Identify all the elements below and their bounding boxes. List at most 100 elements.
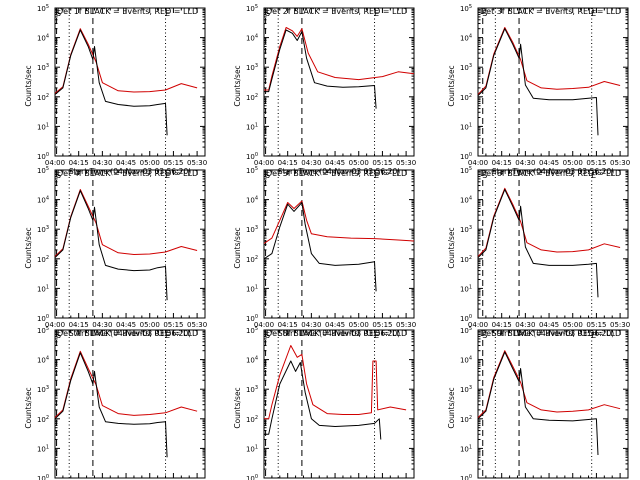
x-axis-label: Start Time (04-Nov-03 03:56:20) [278, 329, 400, 338]
x-axis-label: Start Time (04-Nov-03 03:56:20) [69, 329, 191, 338]
y-axis-label: Counts/sec [24, 387, 33, 428]
x-tick-label: 04:00 [45, 159, 65, 167]
y-tick-label: 104 [246, 34, 258, 43]
plot-frame [54, 7, 206, 157]
start-marker: S [265, 9, 270, 18]
plot-frame [263, 329, 415, 479]
x-tick-label: 05:15 [586, 321, 606, 329]
x-tick-label: 04:30 [301, 159, 321, 167]
chart-panel-8: 10010110210310410504:0004:1504:3004:4505… [233, 326, 415, 480]
chart-panel-7: 10010110210310410504:0004:1504:3004:4505… [24, 326, 206, 480]
y-tick-label: 101 [460, 122, 472, 131]
end-marker: E [165, 9, 170, 18]
plot-frame [477, 329, 629, 479]
lld-series-line [264, 345, 407, 420]
x-tick-label: 04:15 [492, 321, 512, 329]
y-tick-label: 101 [37, 284, 49, 293]
x-axis-label: Start Time (04-Nov-03 03:56:20) [492, 167, 614, 176]
lld-series-line [477, 27, 621, 95]
start-marker: S [56, 171, 61, 180]
end-marker: E [591, 171, 596, 180]
x-tick-label: 04:00 [254, 159, 274, 167]
y-tick-label: 100 [37, 314, 49, 323]
x-tick-label: 04:45 [539, 321, 559, 329]
panel-title: Det 5f BLACK = Events, RED = LLD [266, 169, 407, 178]
y-tick-label: 105 [37, 166, 49, 175]
y-tick-label: 104 [246, 196, 258, 205]
y-axis-label: Counts/sec [447, 65, 456, 106]
x-tick-label: 04:45 [116, 159, 136, 167]
start-marker: S [482, 9, 487, 18]
y-tick-label: 103 [37, 385, 49, 394]
y-tick-label: 103 [460, 385, 472, 394]
x-tick-label: 04:30 [301, 321, 321, 329]
x-tick-label: 05:15 [163, 321, 183, 329]
events-series-line [54, 190, 168, 301]
lld-series-line [54, 189, 198, 257]
y-tick-label: 105 [460, 166, 472, 175]
x-tick-label: 05:00 [349, 159, 369, 167]
x-tick-label: 04:15 [492, 159, 512, 167]
end-marker: E [591, 331, 596, 340]
plot-frame [263, 7, 415, 157]
y-tick-label: 100 [246, 314, 258, 323]
x-tick-label: 05:30 [187, 321, 207, 329]
lld-series-line [263, 200, 415, 244]
y-tick-label: 102 [246, 93, 258, 102]
y-tick-label: 104 [37, 196, 49, 205]
y-tick-label: 104 [460, 356, 472, 365]
y-tick-label: 100 [460, 474, 472, 480]
panel-title: Det 7f BLACK = Events, RED = LLD [57, 329, 198, 338]
x-axis-label: Start Time (04-Nov-03 03:56:20) [278, 167, 400, 176]
y-tick-label: 105 [246, 166, 258, 175]
lld-series-line [477, 187, 621, 257]
panel-title: Det 1f BLACK = Events, RED = LLD [57, 7, 198, 16]
lld-series-line [54, 350, 198, 418]
panel-title: Det 8f BLACK = Events, RED = LLD [266, 329, 407, 338]
x-tick-label: 04:30 [515, 159, 535, 167]
y-axis-label: Counts/sec [233, 227, 242, 268]
x-tick-label: 05:30 [187, 159, 207, 167]
x-tick-label: 04:30 [515, 321, 535, 329]
events-series-line [477, 28, 599, 136]
x-tick-label: 05:30 [610, 321, 630, 329]
y-tick-label: 100 [460, 152, 472, 161]
events-series-line [477, 189, 599, 298]
y-tick-label: 103 [246, 63, 258, 72]
y-tick-label: 100 [246, 152, 258, 161]
x-tick-label: 04:15 [69, 321, 89, 329]
y-tick-label: 104 [37, 34, 49, 43]
x-tick-label: 04:45 [325, 159, 345, 167]
end-marker: E [591, 9, 596, 18]
x-tick-label: 05:00 [140, 321, 160, 329]
x-tick-label: 04:30 [92, 321, 112, 329]
lld-series-line [54, 28, 198, 94]
x-tick-label: 04:15 [278, 159, 298, 167]
x-tick-label: 05:15 [163, 159, 183, 167]
y-axis-label: Counts/sec [24, 227, 33, 268]
start-marker: S [56, 331, 61, 340]
y-tick-label: 100 [37, 152, 49, 161]
start-marker: S [265, 171, 270, 180]
x-tick-label: 04:30 [92, 159, 112, 167]
y-tick-label: 100 [37, 474, 49, 480]
y-tick-label: 103 [246, 385, 258, 394]
events-series-line [477, 351, 599, 456]
x-tick-label: 05:00 [349, 321, 369, 329]
x-tick-label: 05:15 [372, 159, 392, 167]
panel-title: Det 2f BLACK = Events, RED = LLD [266, 7, 407, 16]
lld-series-line [264, 27, 415, 91]
y-tick-label: 103 [460, 63, 472, 72]
y-tick-label: 101 [460, 284, 472, 293]
x-tick-label: 05:00 [563, 159, 583, 167]
y-tick-label: 103 [37, 63, 49, 72]
x-tick-label: 04:00 [468, 321, 488, 329]
y-tick-label: 101 [246, 122, 258, 131]
x-axis-label: Start Time (04-Nov-03 03:56:20) [492, 329, 614, 338]
plot-frame [54, 329, 206, 479]
start-marker: S [482, 331, 487, 340]
x-tick-label: 05:30 [610, 159, 630, 167]
